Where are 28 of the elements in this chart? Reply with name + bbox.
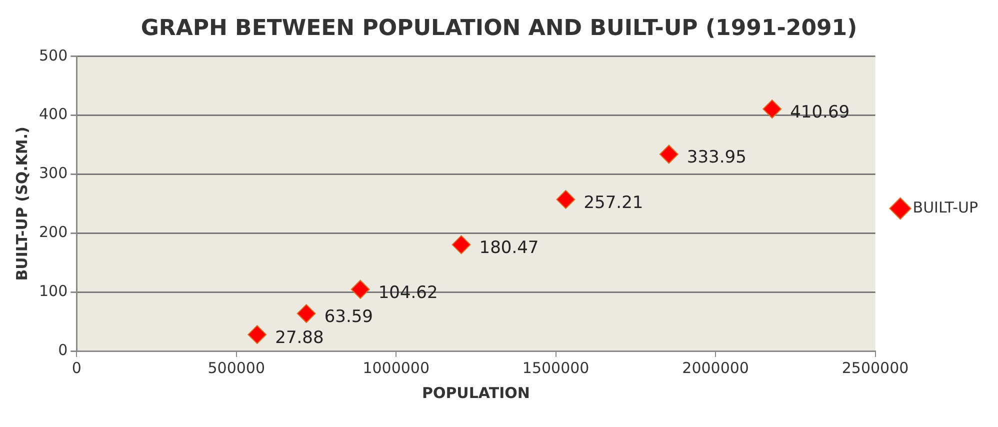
- point: [452, 235, 471, 254]
- data-label: 27.88: [275, 328, 324, 348]
- x-tick-label: 2000000: [682, 358, 749, 377]
- data-label: 257.21: [584, 192, 644, 213]
- y-tick-label: 500: [38, 46, 68, 64]
- data-label: 180.47: [479, 238, 539, 258]
- data-label: 333.95: [686, 148, 746, 168]
- y-tick-label: 300: [38, 164, 68, 182]
- point: [248, 325, 267, 344]
- data-label: 63.59: [324, 306, 373, 327]
- x-tick-label: 0: [72, 358, 82, 377]
- point: [556, 190, 576, 209]
- point: [350, 280, 370, 299]
- point: [296, 304, 316, 324]
- x-tick-label: 1000000: [362, 358, 430, 377]
- y-tick-label: 0: [58, 340, 68, 359]
- x-tick-label: 1500000: [522, 358, 590, 377]
- x-tick-label: 500000: [208, 358, 265, 377]
- y-tick-label: 100: [38, 282, 68, 300]
- x-tick-label: 2500000: [842, 358, 909, 377]
- point: [762, 100, 782, 119]
- chart-title: GRAPH BETWEEN POPULATION AND BUILT-UP (1991-2091): [140, 16, 858, 41]
- y-axis-title: BUILT-UP (SQ.KM.): [12, 126, 31, 281]
- y-tick-label: 400: [38, 105, 68, 124]
- legend-label: BUILT-UP: [912, 198, 978, 216]
- point: [659, 144, 678, 164]
- y-tick-label: 200: [38, 223, 68, 242]
- x-axis-title: POPULATION: [422, 384, 530, 402]
